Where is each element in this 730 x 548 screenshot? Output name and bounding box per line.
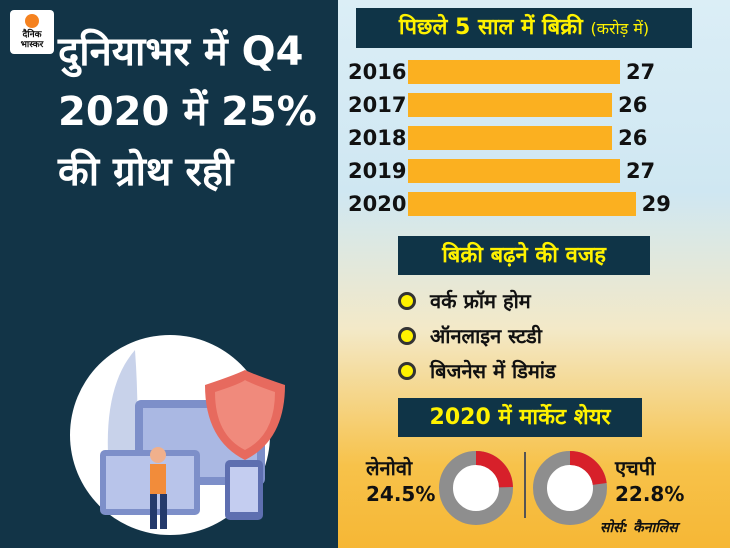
bar-value-label: 26 <box>618 126 648 150</box>
year-label: 2018 <box>348 126 407 150</box>
year-label: 2019 <box>348 159 407 183</box>
reasons-header: बिक्री बढ़ने की वजह <box>398 236 650 275</box>
market-share-header: 2020 में मार्केट शेयर <box>398 398 642 437</box>
bar-row: 2017 26 <box>348 91 647 119</box>
bar-row: 2016 27 <box>348 58 655 86</box>
bar-value-label: 27 <box>625 60 656 84</box>
left-panel: दैनिक भास्कर दुनियाभर में Q4 2020 में 25… <box>0 0 338 548</box>
sales-chart-unit: (करोड़ में) <box>590 19 650 38</box>
year-label: 2017 <box>348 93 407 117</box>
year-label: 2020 <box>348 192 407 216</box>
lenovo-share: लेनोवो 24.5% <box>366 455 435 507</box>
bar-row: 2020 29 <box>348 190 671 218</box>
reason-item: बिजनेस में डिमांड <box>398 357 556 384</box>
reason-text: वर्क फ्रॉम होम <box>430 289 531 313</box>
bar-value-label: 29 <box>641 192 671 216</box>
bar <box>408 192 636 216</box>
donut-share-slice <box>533 451 607 525</box>
bullet-icon <box>398 326 416 345</box>
bar-row: 2018 26 <box>348 124 647 152</box>
sales-chart-header: पिछले 5 साल में बिक्री (करोड़ में) <box>356 8 692 48</box>
year-label: 2016 <box>348 60 407 84</box>
bar <box>408 159 620 183</box>
logo-text: दैनिक भास्कर <box>20 30 44 50</box>
reason-item: ऑनलाइन स्टडी <box>398 322 542 349</box>
hp-value: 22.8% <box>615 482 685 506</box>
devices-illustration <box>70 335 285 535</box>
bar <box>408 93 613 117</box>
sales-chart-title: पिछले 5 साल में बिक्री <box>398 15 583 40</box>
hp-share: एचपी 22.8% <box>615 455 684 507</box>
reason-text: बिजनेस में डिमांड <box>430 359 556 383</box>
lenovo-label: लेनोवो <box>366 456 413 480</box>
source-note: सोर्स: कैनालिस <box>600 520 678 536</box>
reason-text: ऑनलाइन स्टडी <box>430 324 542 348</box>
reason-item: वर्क फ्रॉम होम <box>398 287 531 314</box>
bar-value-label: 26 <box>618 93 648 117</box>
bullet-icon <box>398 291 416 310</box>
divider <box>524 452 526 518</box>
bar-value-label: 27 <box>625 159 656 183</box>
sun-logo-icon <box>25 14 39 28</box>
hp-label: एचपी <box>615 456 656 480</box>
bar <box>408 126 613 150</box>
donut-share-slice <box>439 451 513 525</box>
bullet-icon <box>398 361 416 380</box>
bar <box>408 60 620 84</box>
logo: दैनिक भास्कर <box>10 10 54 54</box>
lenovo-value: 24.5% <box>366 482 436 506</box>
bar-row: 2019 27 <box>348 157 655 185</box>
headline: दुनियाभर में Q4 2020 में 25% की ग्रोथ रह… <box>58 29 317 195</box>
